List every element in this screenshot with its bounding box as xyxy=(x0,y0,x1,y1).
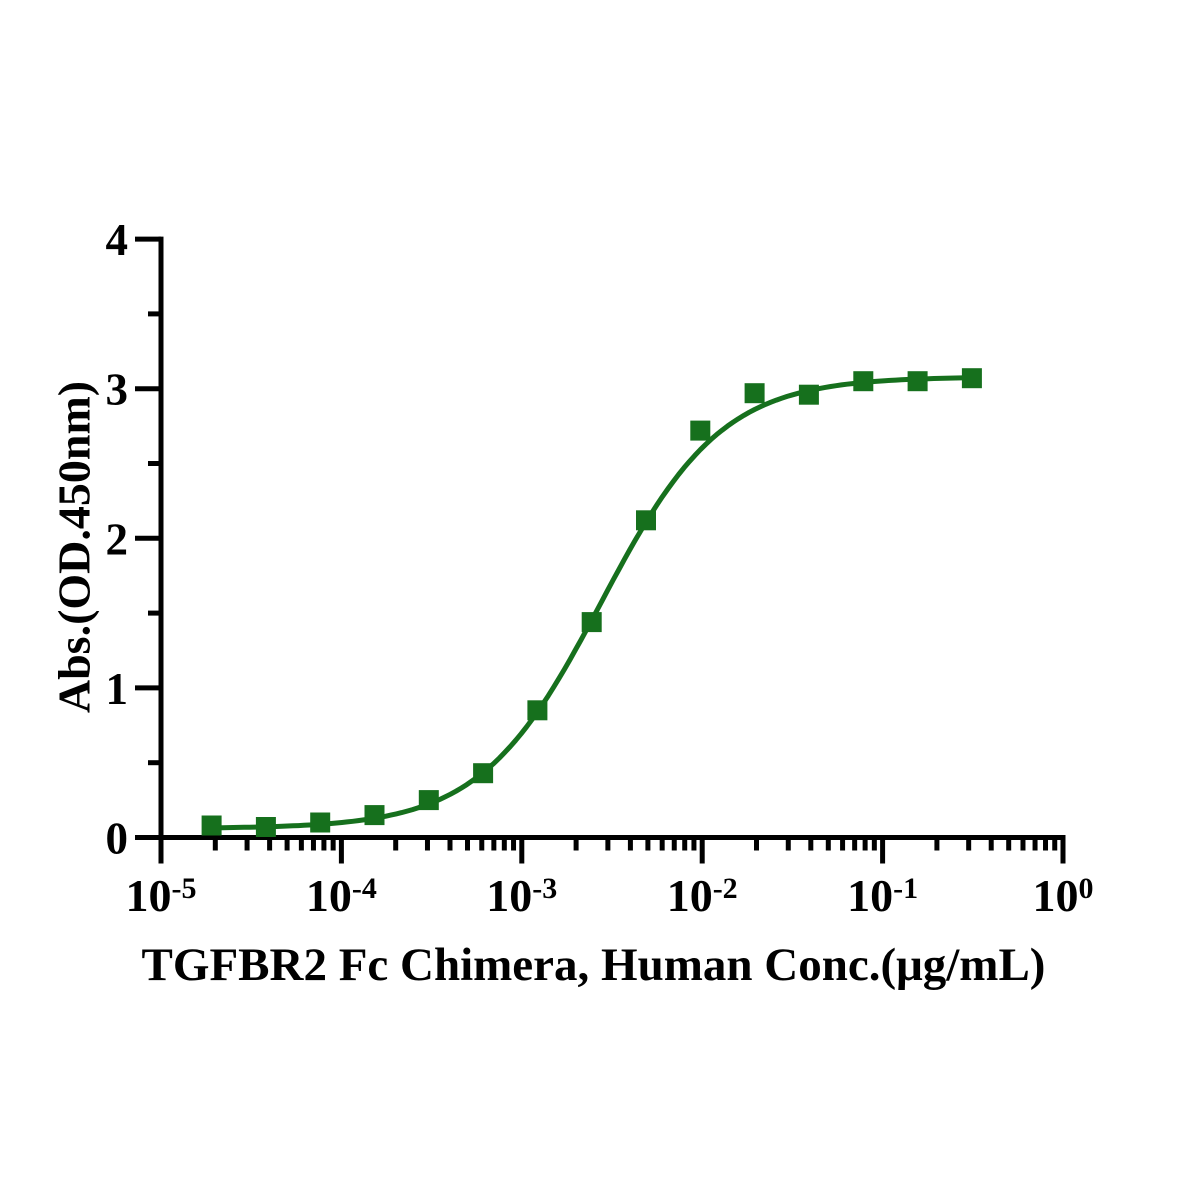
x-tick-label: 10-5 xyxy=(126,870,197,921)
data-point xyxy=(418,790,439,811)
data-point xyxy=(527,700,548,721)
fit-curve xyxy=(209,375,975,831)
x-tick-label: 100 xyxy=(1033,870,1094,921)
data-point xyxy=(581,612,602,633)
x-tick-label: 10-1 xyxy=(847,870,918,921)
y-tick-label: 4 xyxy=(106,215,129,265)
data-point xyxy=(201,815,222,836)
data-point xyxy=(636,510,656,531)
data-point xyxy=(690,420,711,441)
x-axis-title: TGFBR2 Fc Chimera, Human Conc.(μg/mL) xyxy=(141,939,1046,991)
y-tick-label: 1 xyxy=(106,664,129,714)
data-point xyxy=(364,805,385,826)
y-tick-label: 2 xyxy=(106,514,129,564)
data-point xyxy=(255,817,276,837)
data-point xyxy=(961,368,982,389)
y-tick-label: 3 xyxy=(106,365,129,415)
data-point xyxy=(853,371,874,392)
data-point xyxy=(473,763,494,784)
data-point xyxy=(310,812,331,833)
data-point xyxy=(798,384,819,405)
y-axis-title: Abs.(OD.450nm) xyxy=(48,380,100,714)
data-point xyxy=(907,371,928,392)
x-tick-label: 10-4 xyxy=(306,870,377,921)
data-point xyxy=(744,383,765,404)
y-tick-label: 0 xyxy=(106,814,129,864)
x-tick-label: 10-3 xyxy=(486,870,557,921)
x-tick-label: 10-2 xyxy=(667,870,738,921)
